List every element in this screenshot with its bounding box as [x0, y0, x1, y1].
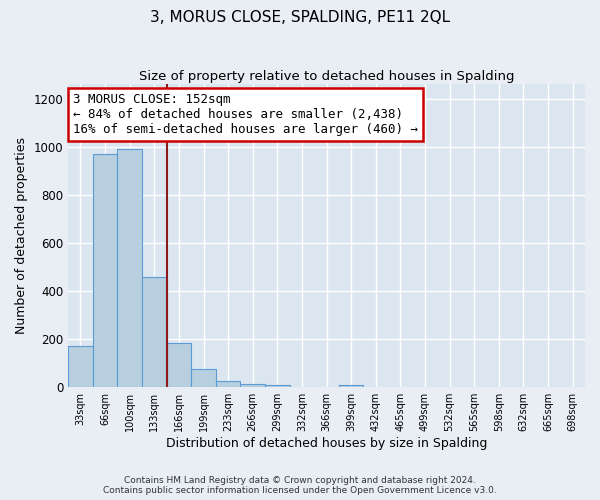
Bar — [265, 385, 290, 387]
X-axis label: Distribution of detached houses by size in Spalding: Distribution of detached houses by size … — [166, 437, 487, 450]
Bar — [339, 386, 364, 387]
Y-axis label: Number of detached properties: Number of detached properties — [15, 137, 28, 334]
Bar — [118, 149, 142, 387]
Text: 3 MORUS CLOSE: 152sqm
← 84% of detached houses are smaller (2,438)
16% of semi-d: 3 MORUS CLOSE: 152sqm ← 84% of detached … — [73, 94, 418, 136]
Text: Contains HM Land Registry data © Crown copyright and database right 2024.
Contai: Contains HM Land Registry data © Crown c… — [103, 476, 497, 495]
Text: 3, MORUS CLOSE, SPALDING, PE11 2QL: 3, MORUS CLOSE, SPALDING, PE11 2QL — [150, 10, 450, 25]
Bar — [93, 154, 118, 387]
Bar — [216, 381, 241, 387]
Bar — [167, 342, 191, 387]
Title: Size of property relative to detached houses in Spalding: Size of property relative to detached ho… — [139, 70, 514, 83]
Bar — [68, 346, 93, 387]
Bar — [142, 276, 167, 387]
Bar — [241, 384, 265, 387]
Bar — [191, 369, 216, 387]
